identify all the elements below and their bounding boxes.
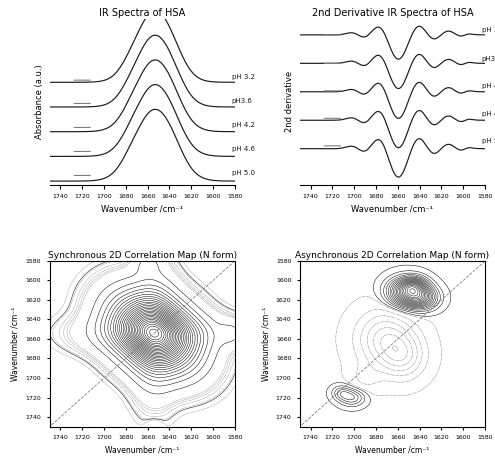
Title: Synchronous 2D Correlation Map (N form): Synchronous 2D Correlation Map (N form) [48,251,237,260]
X-axis label: Wavenumber /cm⁻¹: Wavenumber /cm⁻¹ [105,446,179,454]
X-axis label: Wavenumber /cm⁻¹: Wavenumber /cm⁻¹ [355,446,430,454]
Text: pH 4.6: pH 4.6 [482,111,495,117]
Title: IR Spectra of HSA: IR Spectra of HSA [99,8,185,18]
Y-axis label: Wavenumber /cm⁻¹: Wavenumber /cm⁻¹ [261,307,270,381]
Text: pH 5.0: pH 5.0 [232,170,254,175]
Text: pH 4.2: pH 4.2 [482,83,495,89]
Text: pH 3.2: pH 3.2 [482,27,495,33]
Text: pH 4.6: pH 4.6 [232,146,254,151]
Y-axis label: Absorbance (a.u.): Absorbance (a.u.) [35,64,44,139]
Y-axis label: 2nd derivative: 2nd derivative [285,71,294,132]
Title: 2nd Derivative IR Spectra of HSA: 2nd Derivative IR Spectra of HSA [312,8,473,18]
Y-axis label: Wavenumber /cm⁻¹: Wavenumber /cm⁻¹ [11,307,20,381]
X-axis label: Wavenumber /cm⁻¹: Wavenumber /cm⁻¹ [351,204,434,213]
Text: pH3.6: pH3.6 [232,98,252,104]
Text: pH 5.0: pH 5.0 [482,138,495,144]
Title: Asynchronous 2D Correlation Map (N form): Asynchronous 2D Correlation Map (N form) [296,251,490,260]
Text: pH 4.2: pH 4.2 [232,121,254,128]
X-axis label: Wavenumber /cm⁻¹: Wavenumber /cm⁻¹ [101,204,183,213]
Text: pH3.6: pH3.6 [482,56,495,61]
Text: pH 3.2: pH 3.2 [232,74,254,80]
